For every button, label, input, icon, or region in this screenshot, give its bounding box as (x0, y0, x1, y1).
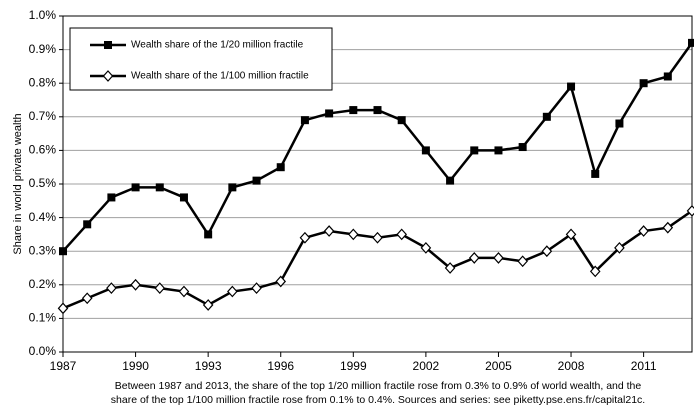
x-tick-label: 1990 (122, 359, 149, 373)
x-tick-label: 2011 (631, 359, 657, 373)
point (130, 278, 141, 291)
y-tick-label: 0.4% (29, 210, 57, 224)
point (541, 245, 553, 258)
point (567, 82, 576, 91)
x-tick-label: 2002 (413, 359, 440, 373)
point (251, 282, 262, 295)
point (252, 176, 261, 185)
point (57, 302, 69, 315)
point (106, 282, 117, 295)
legend-box (69, 27, 333, 91)
point (300, 116, 309, 125)
y-axis-label: Share in world private wealth (12, 113, 24, 254)
point (83, 220, 92, 229)
point (227, 285, 238, 298)
point (639, 79, 648, 88)
caption: Between 1987 and 2013, the share of the … (115, 380, 642, 392)
point (275, 275, 287, 288)
point (542, 112, 551, 121)
series-line (62, 209, 693, 310)
point (421, 146, 430, 155)
point (179, 193, 188, 202)
y-tick-label: 0.3% (29, 243, 57, 257)
legend-marker (104, 41, 112, 49)
point (420, 241, 432, 254)
point (348, 228, 359, 241)
point (446, 176, 455, 185)
point (589, 265, 601, 278)
point (131, 183, 140, 192)
point (372, 231, 383, 244)
x-tick-label: 1999 (340, 359, 367, 373)
point (299, 231, 311, 244)
point (373, 106, 382, 115)
point (565, 228, 577, 241)
plot-frame (62, 15, 693, 353)
point (107, 193, 116, 202)
y-tick-label: 1.0% (29, 8, 57, 22)
legend-marker (102, 70, 114, 82)
point (517, 255, 528, 268)
point (638, 225, 649, 237)
x-tick-label: 2005 (485, 359, 512, 373)
point (614, 241, 625, 254)
point (494, 146, 503, 155)
point (470, 146, 479, 155)
point (518, 143, 527, 152)
y-tick-label: 0.7% (29, 109, 57, 123)
point (397, 116, 406, 125)
point (178, 285, 190, 298)
point (154, 282, 166, 295)
point (663, 72, 672, 81)
point (276, 163, 285, 172)
point (686, 204, 694, 217)
point (81, 292, 93, 305)
caption: share of the top 1/100 million fractile … (111, 394, 645, 406)
point (323, 225, 335, 237)
x-tick-label: 1987 (50, 359, 77, 373)
y-tick-label: 0.0% (29, 344, 57, 358)
point (444, 262, 456, 274)
point (155, 183, 164, 192)
y-tick-label: 0.5% (29, 176, 57, 190)
point (662, 221, 674, 234)
y-tick-label: 0.9% (29, 42, 57, 56)
point (493, 252, 504, 264)
point (202, 299, 214, 311)
point (204, 230, 213, 239)
y-tick-label: 0.1% (29, 311, 57, 325)
point (349, 106, 358, 115)
point (59, 247, 67, 256)
point (228, 183, 237, 192)
point (591, 169, 600, 178)
y-tick-label: 0.6% (29, 143, 57, 157)
point (396, 228, 407, 241)
y-tick-label: 0.2% (29, 277, 57, 291)
x-tick-label: 1996 (267, 359, 294, 373)
x-tick-label: 1993 (195, 359, 222, 373)
y-tick-label: 0.8% (29, 75, 57, 89)
legend-label: Wealth share of the 1/100 million fracti… (131, 71, 309, 82)
legend-label: Wealth share of the 1/20 million fractil… (131, 40, 304, 51)
x-tick-label: 2008 (558, 359, 585, 373)
point (325, 109, 334, 118)
point (468, 252, 480, 264)
point (615, 119, 624, 128)
point (688, 38, 694, 47)
